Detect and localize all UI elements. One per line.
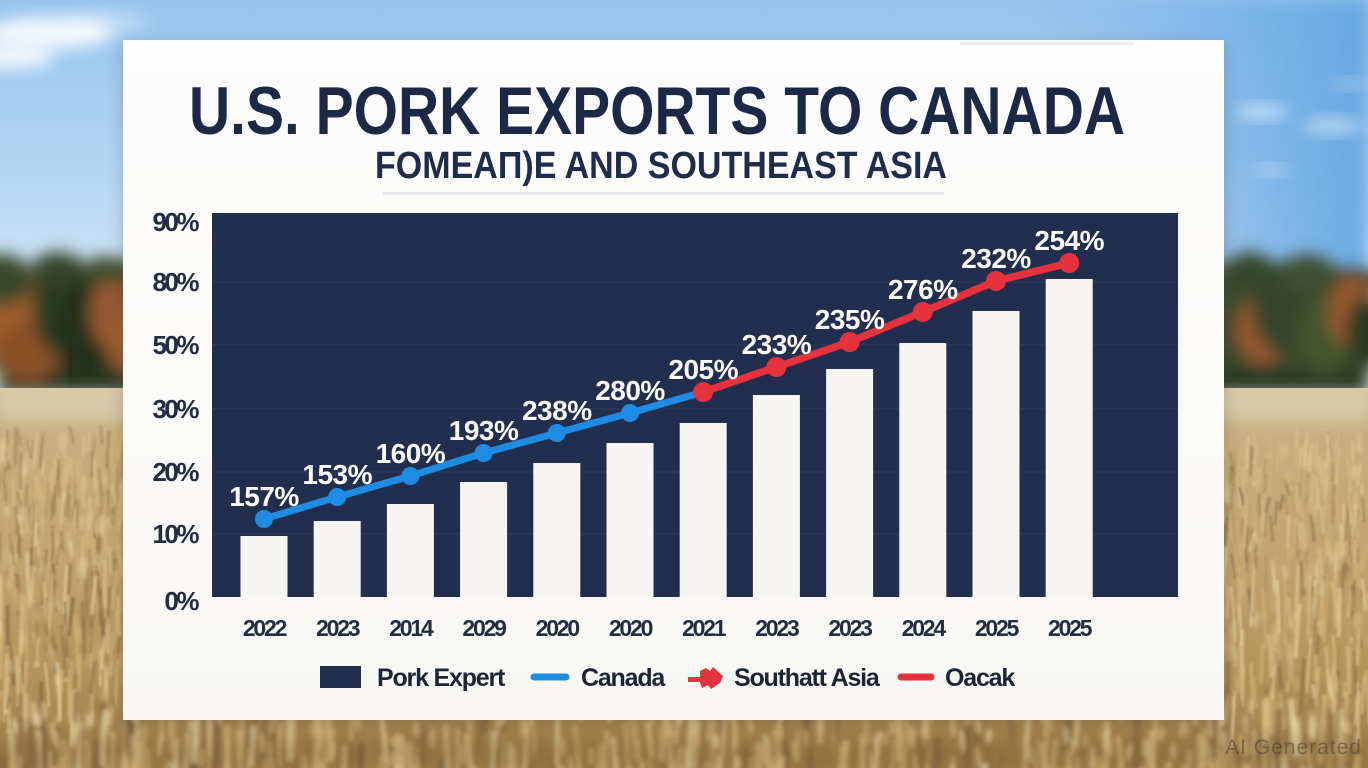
svg-text:10%: 10%: [152, 519, 199, 549]
svg-text:205%: 205%: [668, 354, 738, 385]
svg-text:2022: 2022: [243, 615, 287, 641]
svg-text:193%: 193%: [449, 415, 519, 446]
svg-text:157%: 157%: [229, 481, 299, 512]
svg-text:2023: 2023: [755, 615, 799, 641]
svg-text:2023: 2023: [316, 615, 360, 641]
svg-text:Southatt Asia: Southatt Asia: [734, 664, 881, 692]
svg-text:232%: 232%: [961, 243, 1031, 274]
svg-text:254%: 254%: [1034, 225, 1104, 256]
svg-text:Oacak: Oacak: [945, 664, 1015, 692]
svg-text:80%: 80%: [152, 267, 199, 297]
svg-text:235%: 235%: [815, 304, 885, 335]
svg-text:FOMEAΠ)E AND SOUTHEAST ASIA: FOMEAΠ)E AND SOUTHEAST ASIA: [375, 145, 947, 187]
svg-text:U.S. PORK EXPORTS TO CANADA: U.S. PORK EXPORTS TO CANADA: [189, 73, 1125, 149]
svg-text:2029: 2029: [462, 615, 506, 641]
svg-text:233%: 233%: [742, 329, 812, 360]
svg-text:90%: 90%: [152, 207, 199, 237]
svg-text:2014: 2014: [389, 615, 434, 641]
svg-text:Canada: Canada: [581, 664, 666, 692]
svg-text:2024: 2024: [902, 615, 947, 641]
svg-text:238%: 238%: [522, 395, 592, 426]
svg-text:30%: 30%: [152, 394, 199, 424]
svg-text:280%: 280%: [595, 375, 665, 406]
svg-text:276%: 276%: [888, 274, 958, 305]
svg-text:2025: 2025: [1048, 615, 1093, 641]
svg-text:2021: 2021: [682, 615, 727, 641]
svg-text:2023: 2023: [828, 615, 872, 641]
svg-text:0%: 0%: [164, 586, 199, 616]
svg-text:50%: 50%: [152, 330, 199, 360]
svg-text:153%: 153%: [302, 459, 372, 490]
svg-text:20%: 20%: [152, 457, 199, 487]
svg-text:2020: 2020: [609, 615, 653, 641]
svg-text:Pork Expert: Pork Expert: [377, 664, 506, 692]
svg-text:2025: 2025: [975, 615, 1020, 641]
svg-text:2020: 2020: [536, 615, 580, 641]
svg-text:160%: 160%: [376, 438, 446, 469]
